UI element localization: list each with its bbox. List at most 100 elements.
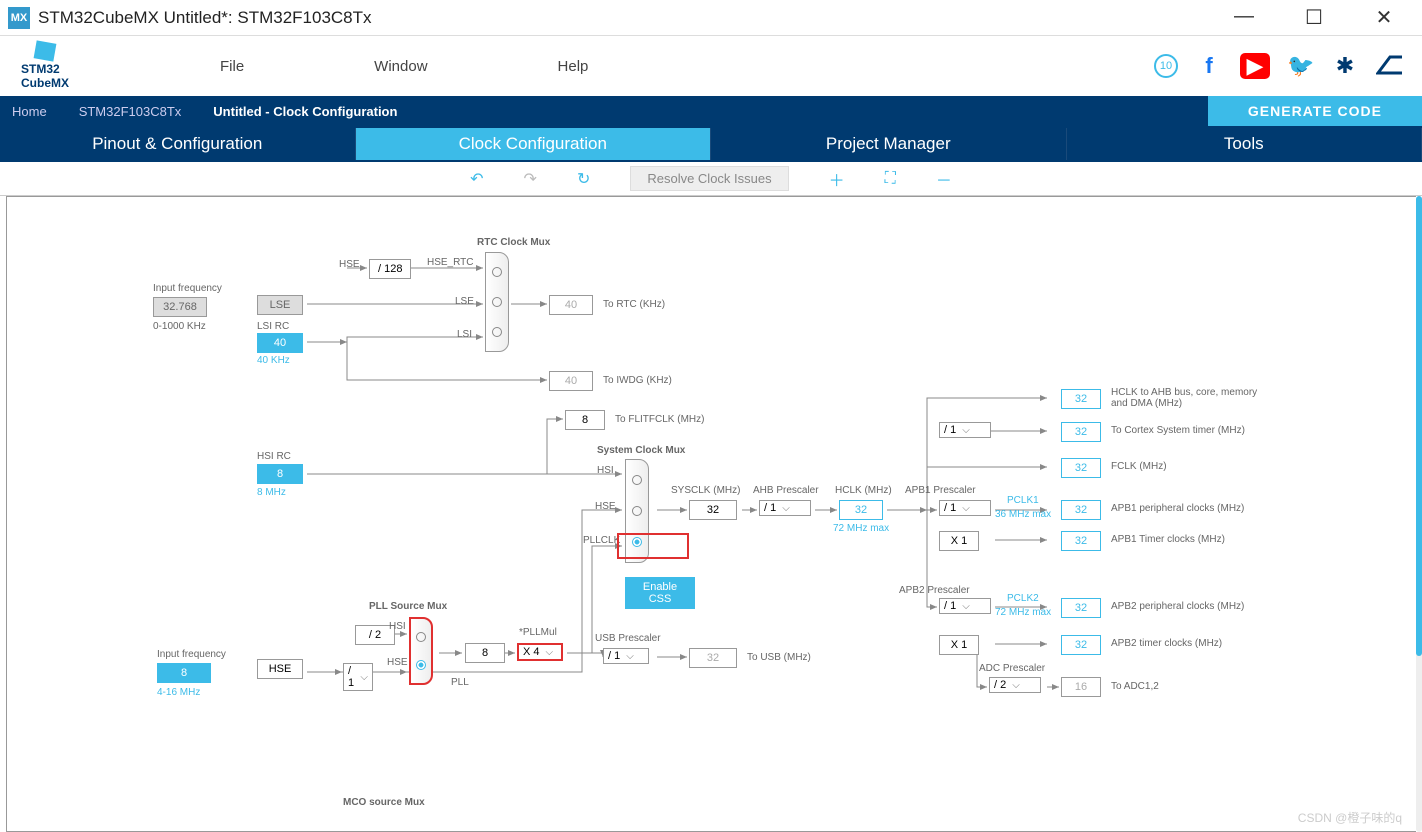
- pll-mid-value: 8: [465, 643, 505, 663]
- to-iwdg-label: To IWDG (KHz): [603, 375, 672, 386]
- pll-hsi-label: HSI: [389, 621, 406, 632]
- cortex-div[interactable]: / 1: [939, 422, 991, 438]
- lsi-value: 40: [257, 333, 303, 353]
- apb2-div[interactable]: / 1: [939, 598, 991, 614]
- hse-src-label: HSE: [339, 259, 360, 270]
- apb1-div[interactable]: / 1: [939, 500, 991, 516]
- hsi-label: HSI RC: [257, 451, 291, 462]
- ahb-label: AHB Prescaler: [753, 485, 819, 496]
- tab-tools[interactable]: Tools: [1067, 128, 1422, 160]
- out-cortex-value: 32: [1061, 422, 1101, 442]
- close-button[interactable]: ✕: [1364, 5, 1404, 30]
- rtc-mux[interactable]: [485, 252, 509, 352]
- lsi-note: 40 KHz: [257, 355, 290, 366]
- app-logo: STM32CubeMX: [10, 41, 80, 91]
- out-apb1-periph-value: 32: [1061, 500, 1101, 520]
- tab-project[interactable]: Project Manager: [711, 128, 1067, 160]
- usb-prescaler[interactable]: / 1: [603, 648, 649, 664]
- pllsrc-label: PLL Source Mux: [369, 601, 447, 612]
- hclk-label: HCLK (MHz): [835, 485, 892, 496]
- vertical-scrollbar[interactable]: [1416, 196, 1422, 832]
- menu-help[interactable]: Help: [558, 58, 589, 75]
- usb-out-label: To USB (MHz): [747, 652, 811, 663]
- tab-clock[interactable]: Clock Configuration: [356, 128, 712, 160]
- redo-icon[interactable]: ↷: [524, 169, 537, 189]
- pll-label: PLL: [451, 677, 469, 688]
- hse-prediv[interactable]: / 1: [343, 663, 373, 691]
- sysmux-hse-label: HSE: [595, 501, 616, 512]
- to-rtc-value: 40: [549, 295, 593, 315]
- sysclk-mux-label: System Clock Mux: [597, 445, 685, 456]
- sysclk-value[interactable]: 32: [689, 500, 737, 520]
- to-iwdg-value: 40: [549, 371, 593, 391]
- hclk-value[interactable]: 32: [839, 500, 883, 520]
- pllmul-label: *PLLMul: [519, 627, 557, 638]
- undo-icon[interactable]: ↶: [470, 169, 483, 189]
- generate-code-button[interactable]: GENERATE CODE: [1208, 96, 1422, 126]
- adc-out-label: To ADC1,2: [1111, 681, 1159, 692]
- adc-div[interactable]: / 2: [989, 677, 1041, 693]
- fit-icon[interactable]: ⛶: [885, 170, 896, 188]
- ahb-select[interactable]: / 1: [759, 500, 811, 516]
- to-rtc-label: To RTC (KHz): [603, 299, 665, 310]
- pllmul-select[interactable]: X 4: [517, 643, 563, 661]
- app-icon: MX: [8, 7, 30, 29]
- hse-input-value[interactable]: 8: [157, 663, 211, 683]
- lse-block: LSE: [257, 295, 303, 315]
- out-apb2-timer-value: 32: [1061, 635, 1101, 655]
- window-title: STM32CubeMX Untitled*: STM32F103C8Tx: [38, 8, 372, 28]
- adc-value: 16: [1061, 677, 1101, 697]
- apb1-mul: X 1: [939, 531, 979, 551]
- pclk2-note: 72 MHz max: [995, 607, 1051, 618]
- enable-css-button[interactable]: Enable CSS: [625, 577, 695, 609]
- facebook-icon[interactable]: f: [1196, 53, 1222, 79]
- lsi-mux-label: LSI: [457, 329, 472, 340]
- twitter-icon[interactable]: 🐦: [1288, 53, 1314, 79]
- tab-pinout[interactable]: Pinout & Configuration: [0, 128, 356, 160]
- crumb-home[interactable]: Home: [0, 96, 67, 126]
- share-icon[interactable]: ✱: [1332, 53, 1358, 79]
- pclk1-label: PCLK1: [1007, 495, 1039, 506]
- titlebar: MX STM32CubeMX Untitled*: STM32F103C8Tx …: [0, 0, 1422, 36]
- sysmux-hsi-label: HSI: [597, 465, 614, 476]
- badge-icon[interactable]: 10: [1154, 54, 1178, 78]
- sysmux-pllclk-label: PLLCLK: [583, 535, 620, 546]
- lse-input-label: Input frequency: [153, 283, 222, 294]
- lse-input-value[interactable]: 32.768: [153, 297, 207, 317]
- out-fclk-label: FCLK (MHz): [1111, 461, 1167, 472]
- out-apb2-periph-label: APB2 peripheral clocks (MHz): [1111, 601, 1244, 612]
- crumb-device[interactable]: STM32F103C8Tx: [67, 96, 202, 126]
- usb-prescaler-label: USB Prescaler: [595, 633, 661, 644]
- st-logo-icon[interactable]: [1376, 53, 1402, 79]
- pll-hse-label: HSE: [387, 657, 408, 668]
- hse-range: 4-16 MHz: [157, 687, 200, 698]
- clock-diagram[interactable]: Input frequency 32.768 0-1000 KHz LSE LS…: [6, 196, 1416, 832]
- minimize-button[interactable]: —: [1224, 5, 1264, 30]
- to-flitf-label: To FLITFCLK (MHz): [615, 414, 704, 425]
- hsi-value: 8: [257, 464, 303, 484]
- refresh-icon[interactable]: ↻: [577, 169, 590, 189]
- zoom-out-icon[interactable]: －: [936, 167, 952, 191]
- zoom-in-icon[interactable]: ＋: [829, 167, 845, 191]
- pclk2-label: PCLK2: [1007, 593, 1039, 604]
- maximize-button[interactable]: ☐: [1294, 5, 1334, 30]
- apb1-label: APB1 Prescaler: [905, 485, 976, 496]
- resolve-clock-button[interactable]: Resolve Clock Issues: [630, 166, 788, 191]
- menu-file[interactable]: File: [220, 58, 244, 75]
- out-apb1-periph-label: APB1 peripheral clocks (MHz): [1111, 503, 1244, 514]
- to-flitf-value: 8: [565, 410, 605, 430]
- hclk-note: 72 MHz max: [833, 523, 889, 534]
- usb-value: 32: [689, 648, 737, 668]
- sysclk-label: SYSCLK (MHz): [671, 485, 740, 496]
- out-apb2-timer-label: APB2 timer clocks (MHz): [1111, 638, 1222, 649]
- main-tabs: Pinout & Configuration Clock Configurati…: [0, 126, 1422, 162]
- youtube-icon[interactable]: ▶: [1240, 53, 1270, 79]
- menu-window[interactable]: Window: [374, 58, 427, 75]
- pclk1-note: 36 MHz max: [995, 509, 1051, 520]
- crumb-page[interactable]: Untitled - Clock Configuration: [201, 96, 417, 126]
- mco-label: MCO source Mux: [343, 797, 425, 808]
- out-apb1-timer-label: APB1 Timer clocks (MHz): [1111, 534, 1225, 545]
- pll-source-mux[interactable]: [409, 617, 433, 685]
- hse-input-label: Input frequency: [157, 649, 226, 660]
- out-fclk-value: 32: [1061, 458, 1101, 478]
